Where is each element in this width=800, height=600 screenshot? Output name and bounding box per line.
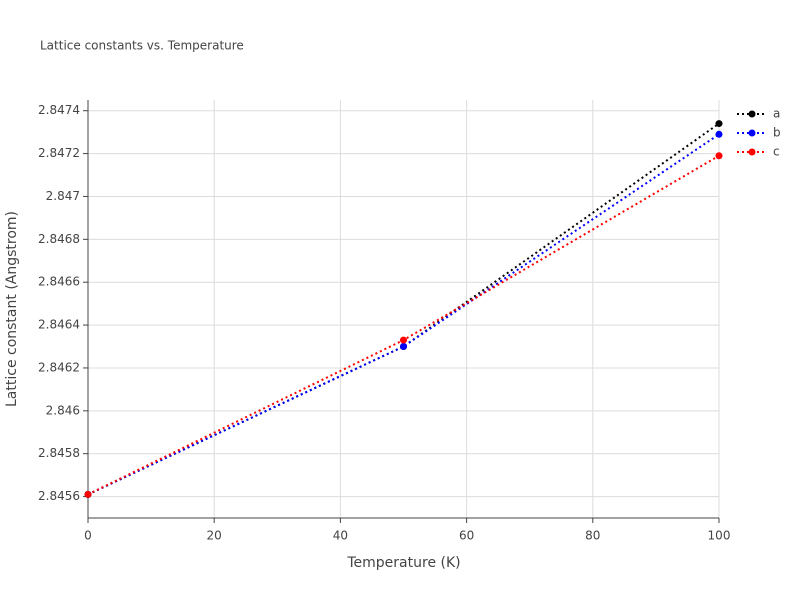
- data-point: [715, 120, 723, 128]
- y-axis-label: Lattice constant (Angstrom): [4, 211, 20, 407]
- data-point: [715, 130, 723, 138]
- legend-label: c: [773, 145, 780, 159]
- y-tick-label: 2.847: [46, 189, 80, 203]
- y-tick-label: 2.8464: [38, 318, 80, 332]
- data-point: [400, 343, 407, 351]
- y-tick-label: 2.8466: [38, 275, 80, 289]
- data-point: [715, 152, 723, 160]
- y-tick-label: 2.8474: [38, 103, 80, 117]
- y-tick-label: 2.8458: [38, 446, 80, 460]
- series-line: [87, 133, 720, 496]
- x-tick-label: 40: [333, 529, 348, 543]
- x-axis-label: Temperature (K): [346, 555, 460, 571]
- y-tick-label: 2.8468: [38, 232, 80, 246]
- y-tick-label: 2.8456: [38, 489, 80, 503]
- x-tick-label: 60: [459, 529, 474, 543]
- legend-marker: [748, 148, 756, 156]
- x-tick-label: 80: [585, 529, 600, 543]
- legend-marker: [748, 129, 756, 137]
- data-point: [400, 336, 407, 344]
- x-tick-label: 0: [84, 529, 92, 543]
- legend-marker: [748, 110, 756, 118]
- legend-label: a: [773, 107, 780, 121]
- y-tick-label: 2.846: [46, 403, 80, 417]
- y-tick-label: 2.8472: [38, 146, 80, 160]
- series-line: [87, 122, 720, 496]
- x-tick-label: 100: [708, 529, 731, 543]
- legend-label: b: [773, 126, 781, 140]
- y-tick-label: 2.8462: [38, 360, 80, 374]
- data-point: [84, 490, 92, 498]
- x-tick-label: 20: [207, 529, 222, 543]
- chart-title: Lattice constants vs. Temperature: [40, 39, 244, 53]
